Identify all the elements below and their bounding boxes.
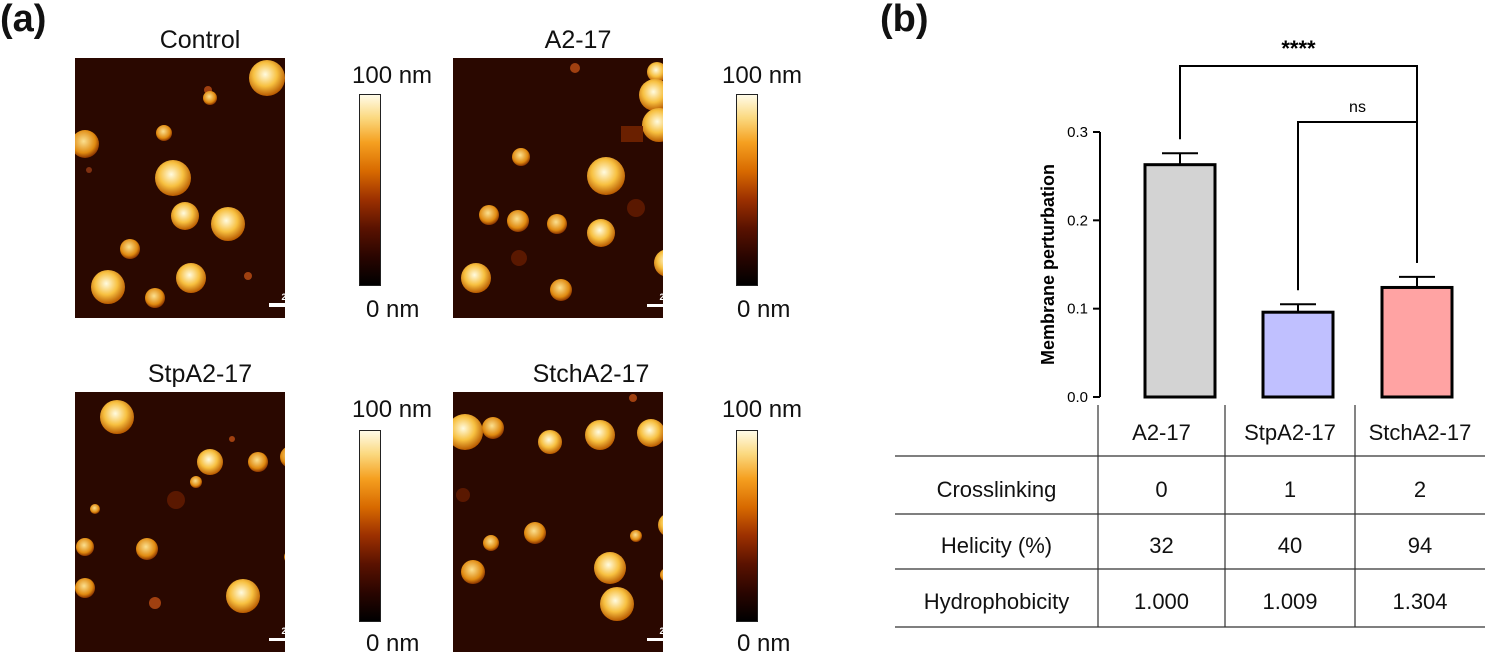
table-cell: 1.000 bbox=[1133, 589, 1190, 614]
colorbar-min-stpa2-17: 0 nm bbox=[366, 630, 420, 657]
table-cell: 1 bbox=[1283, 477, 1297, 502]
y-tick-label: 0.2 bbox=[1067, 212, 1088, 229]
afm-title-stpa2-17: StpA2-17 bbox=[147, 360, 253, 388]
table-row-label-crosslinking: Crosslinking bbox=[936, 477, 1057, 502]
colorbar-stcha2-17 bbox=[736, 430, 758, 622]
table-cell: 94 bbox=[1407, 533, 1433, 558]
colorbar-min-control: 0 nm bbox=[366, 296, 420, 323]
scalebar-stcha2-17 bbox=[647, 638, 699, 641]
afm-title-control: Control bbox=[159, 26, 241, 54]
colorbar-max-stcha2-17: 100 nm bbox=[722, 396, 803, 423]
panel-b-label: (b) bbox=[880, 0, 929, 40]
scale-label-stpa2-17: 200 nm bbox=[281, 626, 313, 636]
scalebar-control bbox=[269, 304, 321, 307]
significance-bracket bbox=[1297, 121, 1418, 291]
afm-image-stpa2-17 bbox=[75, 392, 285, 652]
afm-image-a2-17 bbox=[453, 58, 663, 318]
table-cell: 1.304 bbox=[1392, 589, 1448, 614]
colorbar-min-stcha2-17: 0 nm bbox=[737, 630, 791, 657]
membrane-perturbation-chart: 0.0 0.1 0.2 0.3 Membrane perturbation **** ns bbox=[1038, 40, 1454, 406]
colorbar-a2-17 bbox=[736, 94, 758, 286]
panel-a-label: (a) bbox=[0, 0, 47, 40]
table-header-stcha2-17: StchA2-17 bbox=[1368, 420, 1472, 445]
afm-image-control bbox=[75, 58, 285, 318]
scalebar-a2-17 bbox=[647, 304, 699, 307]
y-tick-label: 0.1 bbox=[1067, 301, 1088, 318]
bar-a2-17 bbox=[1143, 163, 1217, 399]
scale-label-control: 200 nm bbox=[281, 292, 313, 302]
y-axis-label: Membrane perturbation bbox=[1038, 164, 1058, 365]
colorbar-min-a2-17: 0 nm bbox=[737, 296, 791, 323]
colorbar-max-control: 100 nm bbox=[352, 62, 433, 89]
colorbar-stpa2-17 bbox=[359, 430, 381, 622]
table-cell: 0 bbox=[1155, 477, 1168, 502]
scale-label-stcha2-17: 200 nm bbox=[659, 626, 691, 636]
afm-title-stcha2-17: StchA2-17 bbox=[532, 360, 650, 388]
afm-image-stcha2-17 bbox=[453, 392, 663, 652]
significance-label: ns bbox=[1349, 99, 1366, 116]
colorbar-control bbox=[359, 94, 381, 286]
table-cell: 32 bbox=[1149, 533, 1174, 558]
afm-title-a2-17: A2-17 bbox=[544, 26, 612, 54]
scalebar-stpa2-17 bbox=[269, 638, 321, 641]
table-cell: 1.009 bbox=[1262, 589, 1318, 614]
y-tick-label: 0.3 bbox=[1067, 124, 1088, 141]
table-row-label-helicity: Helicity (%) bbox=[940, 533, 1053, 558]
significance-label: **** bbox=[1281, 40, 1316, 61]
bar-stpa2-17 bbox=[1261, 310, 1335, 399]
colorbar-max-stpa2-17: 100 nm bbox=[352, 396, 433, 423]
table-gridlines bbox=[895, 405, 1485, 628]
table-header-a2-17: A2-17 bbox=[1132, 420, 1191, 445]
y-tick-label: 0.0 bbox=[1067, 389, 1088, 406]
table-cell: 40 bbox=[1277, 533, 1303, 558]
table-header-stpa2-17: StpA2-17 bbox=[1244, 420, 1336, 445]
bar-stcha2-17 bbox=[1380, 285, 1454, 399]
colorbar-max-a2-17: 100 nm bbox=[722, 62, 803, 89]
scale-label-a2-17: 200 nm bbox=[659, 292, 691, 302]
table-row-label-hydrophobicity: Hydrophobicity bbox=[923, 589, 1070, 614]
table-cell: 2 bbox=[1413, 477, 1427, 502]
